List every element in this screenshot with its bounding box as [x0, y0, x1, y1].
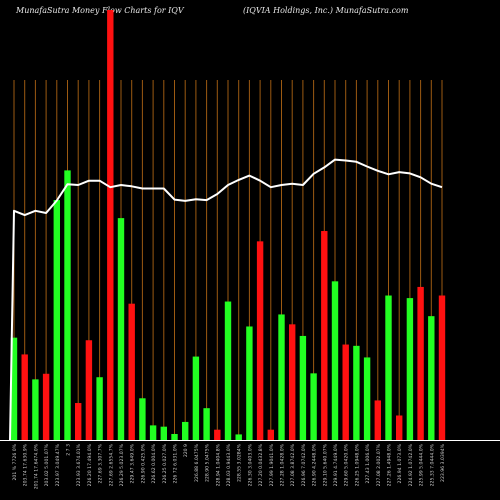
money-flow-bar	[278, 314, 285, 440]
money-flow-bar	[85, 340, 93, 440]
money-flow-bar	[64, 170, 71, 440]
x-tick-label: 227.69 3.307.7%	[98, 443, 104, 483]
money-flow-bar	[96, 377, 103, 440]
money-flow-bar	[117, 218, 125, 440]
x-tick-label: 225.33 7.0444.0%	[429, 443, 435, 486]
money-flow-bar	[224, 301, 232, 440]
x-tick-label: 223.96 3.0394%	[440, 443, 446, 482]
x-tick-label: 226 72 6.031.0%	[173, 443, 179, 483]
money-flow-bar	[235, 434, 242, 440]
x-tick-label: 226.96 7.0742.0%	[301, 443, 307, 486]
x-tick-label: 226.62 0.004.0%	[151, 443, 157, 483]
x-tick-label: 226.30 3.0403.0%	[247, 443, 253, 486]
x-tick-label: 228.55 3.0284%	[237, 443, 243, 482]
x-tick-label: 225.99 5.0444.0%	[419, 443, 425, 486]
money-flow-bar	[363, 357, 371, 440]
money-flow-bar	[214, 429, 221, 440]
money-flow-bar	[171, 433, 178, 440]
money-flow-bar	[417, 286, 424, 440]
price-line	[9, 158, 443, 441]
x-tick-label: 223.97 3.049.47%	[55, 443, 61, 486]
x-tick-label: 229.10 5.640.07%	[322, 443, 328, 486]
money-flow-bar	[182, 421, 189, 440]
money-flow-bar	[374, 400, 381, 440]
money-flow-bar	[428, 316, 435, 440]
x-tick-label: 229.47 3.649.0%	[130, 443, 136, 483]
money-flow-bar	[128, 303, 135, 440]
money-flow-bar	[75, 403, 82, 440]
money-flow-bar	[353, 345, 360, 440]
x-tick-label: 226.94 1.073.0%	[397, 443, 403, 483]
x-tick-label: 227.08 2.002.07%	[376, 443, 382, 486]
x-tick-label: 201.74 17.6474.0%	[33, 443, 39, 489]
money-flow-bar	[256, 241, 264, 440]
x-tick-label: 229.60 5.0420.0%	[344, 443, 350, 486]
x-tick-label: 228.03 0.9443.0%	[226, 443, 232, 486]
money-flow-bar	[385, 295, 392, 440]
money-flow-bar	[149, 425, 157, 440]
x-tick-label: 223.93 3.674.01%	[76, 443, 82, 486]
money-flow-bar	[246, 326, 253, 440]
x-tick-label: 2 7 3	[66, 444, 72, 456]
money-flow-bar	[160, 426, 167, 440]
x-tick-label: 224.92 1.0742.0%	[408, 443, 414, 486]
x-tick-label: 226.20 17.494.0%	[87, 443, 93, 486]
money-flow-bar	[53, 200, 60, 440]
x-tick-label: 228.94 1.0404.8%	[215, 443, 221, 486]
x-axis-labels: 201 % 7726 0% 203.74 17.630.9% 201.74 17.6…	[12, 443, 446, 489]
money-flow-bar	[10, 337, 18, 440]
money-flow-bar	[21, 354, 28, 440]
x-tick-label: 220 9	[183, 444, 189, 457]
money-flow-bar	[331, 281, 339, 440]
money-flow-bar	[203, 408, 210, 440]
money-flow-bar	[438, 295, 446, 440]
chart-title-left: MunafaSutra Money Flow Charts for IQV	[16, 6, 184, 15]
chart-title-right: (IQVIA Holdings, Inc.) MunafaSutra.com	[243, 6, 409, 15]
money-flow-bar	[32, 379, 39, 440]
x-tick-label: 226.90 4.2448.0%	[312, 443, 318, 486]
money-flow-bar	[267, 429, 274, 440]
x-tick-label: 227.08 3.8742.0%	[290, 443, 296, 486]
x-tick-label: 203.02 5.001.07%	[44, 443, 50, 486]
x-tick-label: 226.29 5.023.07%	[119, 443, 125, 486]
money-flow-bar	[342, 344, 349, 440]
money-flow-bar	[299, 335, 307, 440]
x-tick-label: 227.43 1.006.0%	[365, 443, 371, 483]
money-flow-bar	[42, 373, 50, 440]
x-tick-label: 227.99 1.9041.0%	[269, 443, 275, 486]
x-tick-label: 227.26 1.4948.0%	[387, 443, 393, 486]
money-flow-bars	[10, 10, 446, 440]
x-tick-label: 227.28 1.0428.0%	[280, 443, 286, 486]
money-flow-bar	[406, 298, 414, 440]
money-flow-bar	[321, 231, 328, 440]
money-flow-bar	[139, 398, 146, 440]
x-tick-label: 228.90 5.0475%	[205, 443, 211, 482]
money-flow-bar	[107, 10, 114, 440]
x-tick-label: 226.90 0.425.0%	[140, 443, 146, 483]
money-flow-bar	[192, 356, 200, 440]
x-tick-label: 227.69 2.6554.7%	[108, 443, 114, 486]
x-tick-label: 226.25 1.0948.0%	[354, 443, 360, 486]
x-tick-label: 203.74 17.630.9%	[23, 443, 29, 486]
x-tick-label: 201 % 7726 0%	[12, 443, 18, 480]
money-flow-bar	[396, 415, 403, 440]
x-tick-label: 226.25 0.027.0%	[162, 443, 168, 483]
money-flow-bar	[289, 324, 296, 440]
x-tick-label: 229.91 4.7449.0%	[333, 443, 339, 486]
money-flow-bar	[310, 373, 317, 440]
x-tick-label: 226.88 6.0475%	[194, 443, 200, 482]
x-tick-label: 227.20 0.0432.8%	[258, 443, 264, 486]
